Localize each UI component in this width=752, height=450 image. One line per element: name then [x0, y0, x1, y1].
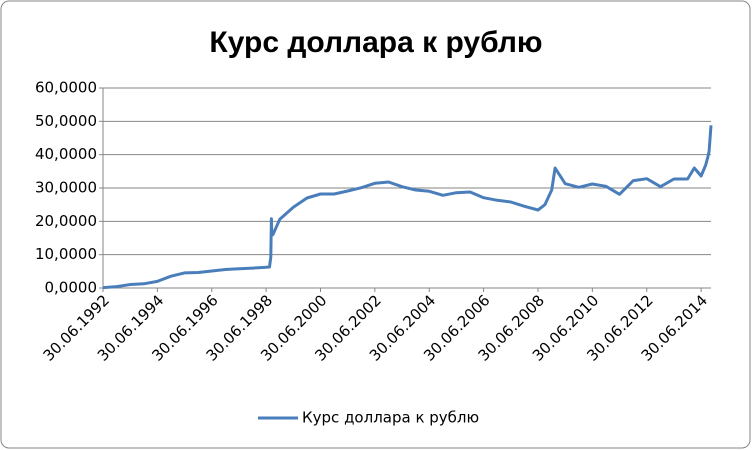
chart-title: Курс доллара к рублю — [209, 26, 542, 59]
y-tick-label: 40,0000 — [35, 145, 97, 163]
y-tick-label: 0,0000 — [45, 279, 98, 297]
y-tick-label: 10,0000 — [35, 245, 97, 263]
y-tick-label: 50,0000 — [35, 112, 97, 130]
legend-label: Курс доллара к рублю — [302, 409, 479, 427]
series-line — [102, 125, 713, 290]
y-tick-label: 30,0000 — [35, 179, 97, 197]
y-tick-label: 60,0000 — [35, 79, 97, 97]
y-tick-label: 20,0000 — [35, 212, 97, 230]
